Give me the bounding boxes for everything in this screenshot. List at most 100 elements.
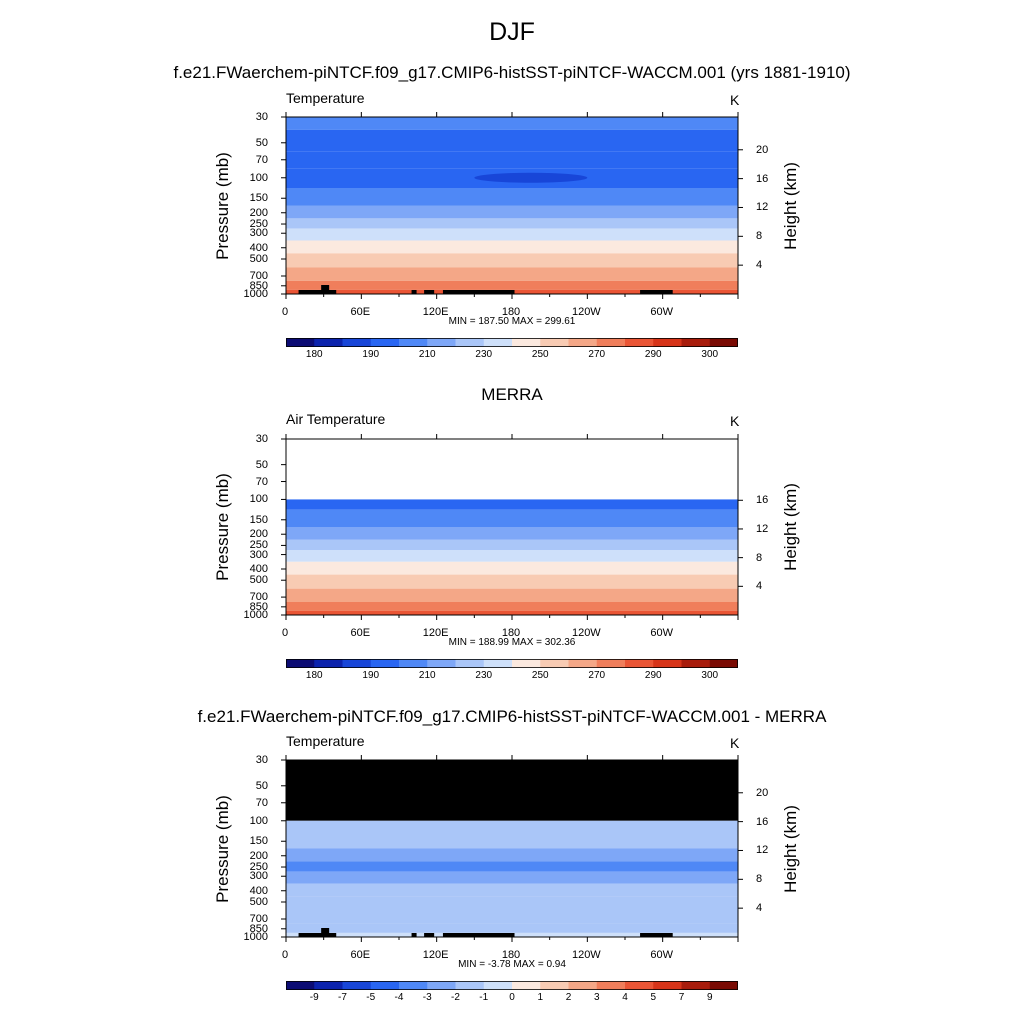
colorbar-frame — [286, 338, 738, 347]
colorbar-swatch — [625, 981, 654, 990]
unit-label: K — [730, 735, 740, 751]
pressure-tick-label: 1000 — [243, 288, 268, 300]
colorbar-tick-label: 230 — [475, 670, 493, 681]
colorbar-tick-label: 9 — [706, 992, 713, 1003]
colorbar-swatch — [455, 981, 485, 990]
pressure-tick-label: 50 — [255, 136, 268, 149]
pressure-tick-label: 300 — [249, 227, 268, 240]
colorbar — [286, 338, 738, 347]
contour-band — [286, 831, 738, 849]
colorbar — [286, 981, 738, 990]
min-max-stats: MIN = 187.50 MAX = 299.61 — [448, 316, 576, 327]
panel-heading: f.e21.FWaerchem-piNTCF.f09_g17.CMIP6-his… — [173, 63, 851, 82]
y-axis-right-label: Height (km) — [781, 161, 800, 250]
contour-band — [286, 527, 738, 540]
colorbar-tick-label: -5 — [366, 992, 376, 1003]
colorbar-swatch — [483, 659, 513, 668]
colorbar-tick-label: -1 — [479, 992, 489, 1003]
contour-band — [286, 117, 738, 130]
pressure-tick-label: 1000 — [243, 931, 268, 943]
colorbar-tick-label: 250 — [531, 670, 549, 681]
colorbar-swatch — [653, 981, 682, 990]
colorbar-tick-label: 7 — [678, 992, 685, 1003]
colorbar-swatch — [370, 659, 400, 668]
longitude-tick-label: 120W — [571, 306, 601, 318]
height-tick-label: 16 — [756, 172, 769, 185]
contour-band — [286, 539, 738, 550]
pressure-tick-label: 700 — [249, 591, 268, 604]
colorbar-tick-label: 1 — [537, 992, 544, 1003]
longitude-tick-label: 60E — [350, 627, 371, 639]
colorbar-swatch — [483, 981, 513, 990]
pressure-tick-label: 50 — [255, 458, 268, 471]
pressure-tick-label: 400 — [249, 884, 268, 897]
contour-band — [286, 601, 738, 611]
colorbar-tick-label: 300 — [701, 670, 719, 681]
unit-label: K — [730, 92, 740, 108]
terrain-mask — [298, 933, 337, 937]
colorbar-swatch — [427, 659, 456, 668]
y-axis-right-label: Height (km) — [781, 483, 800, 571]
colorbar-swatch — [370, 981, 400, 990]
longitude-tick-label: 0 — [281, 306, 289, 318]
pressure-tick-label: 30 — [255, 433, 268, 445]
colorbar-swatch — [681, 981, 711, 990]
contour-band — [286, 910, 738, 924]
colorbar-swatch — [596, 659, 626, 668]
height-tick-label: 20 — [756, 786, 769, 799]
pressure-tick-label: 50 — [255, 779, 268, 792]
colorbar-swatch — [568, 659, 598, 668]
height-tick-label: 4 — [756, 902, 763, 915]
pressure-tick-label: 150 — [249, 513, 268, 526]
panel-heading: f.e21.FWaerchem-piNTCF.f09_g17.CMIP6-his… — [197, 707, 827, 726]
colorbar-swatch — [286, 338, 315, 347]
height-tick-label: 16 — [756, 815, 769, 828]
colorbar-tick-label: 2 — [565, 992, 572, 1003]
pressure-tick-label: 70 — [255, 796, 268, 809]
colorbar-swatch — [568, 981, 598, 990]
pressure-tick-label: 150 — [249, 835, 268, 848]
colorbar-tick-label: 270 — [588, 670, 606, 681]
longitude-tick-label: 180 — [501, 627, 521, 639]
pressure-tick-label: 100 — [249, 493, 268, 506]
terrain-mask — [411, 290, 417, 294]
colorbar-swatch — [286, 981, 315, 990]
contour-band — [286, 151, 738, 169]
colorbar-tick-label: 180 — [305, 349, 323, 360]
unit-label: K — [730, 413, 740, 429]
height-tick-label: 12 — [756, 844, 769, 857]
colorbar-tick-label: 180 — [305, 670, 323, 681]
colorbar-swatch — [540, 981, 569, 990]
colorbar-swatch — [596, 981, 626, 990]
height-tick-label: 16 — [756, 494, 769, 507]
terrain-mask — [442, 290, 515, 294]
contour-band — [286, 253, 738, 268]
contour-plot — [281, 755, 743, 942]
colorbar-swatch — [399, 659, 428, 668]
colorbar-swatch — [709, 338, 738, 347]
contour-band — [286, 549, 738, 562]
contour-band — [286, 267, 738, 281]
colorbar-swatch — [625, 659, 654, 668]
longitude-tick-label: 0 — [281, 627, 289, 639]
colorbar-tick-label: 190 — [362, 349, 380, 360]
longitude-tick-label: 120W — [571, 949, 601, 961]
min-max-stats: MIN = 188.99 MAX = 302.36 — [448, 637, 576, 648]
colorbar-swatch — [399, 338, 428, 347]
longitude-tick-label: 60W — [650, 627, 673, 639]
height-tick-label: 12 — [756, 522, 769, 535]
colorbar-swatch — [681, 659, 711, 668]
colorbar-swatch — [512, 338, 541, 347]
colorbar-tick-label: 250 — [531, 349, 549, 360]
colorbar-tick-label: 3 — [593, 992, 600, 1003]
pressure-tick-label: 70 — [255, 475, 268, 488]
height-tick-label: 4 — [756, 259, 763, 272]
pressure-tick-label: 500 — [249, 574, 268, 587]
colorbar-tick-label: 190 — [362, 670, 380, 681]
contour-band — [286, 861, 738, 872]
colorbar-swatch — [512, 659, 541, 668]
longitude-tick-label: 60W — [650, 949, 673, 961]
longitude-tick-label: 120E — [422, 306, 449, 318]
colorbar-swatch — [370, 338, 400, 347]
pressure-tick-label: 30 — [255, 754, 268, 766]
